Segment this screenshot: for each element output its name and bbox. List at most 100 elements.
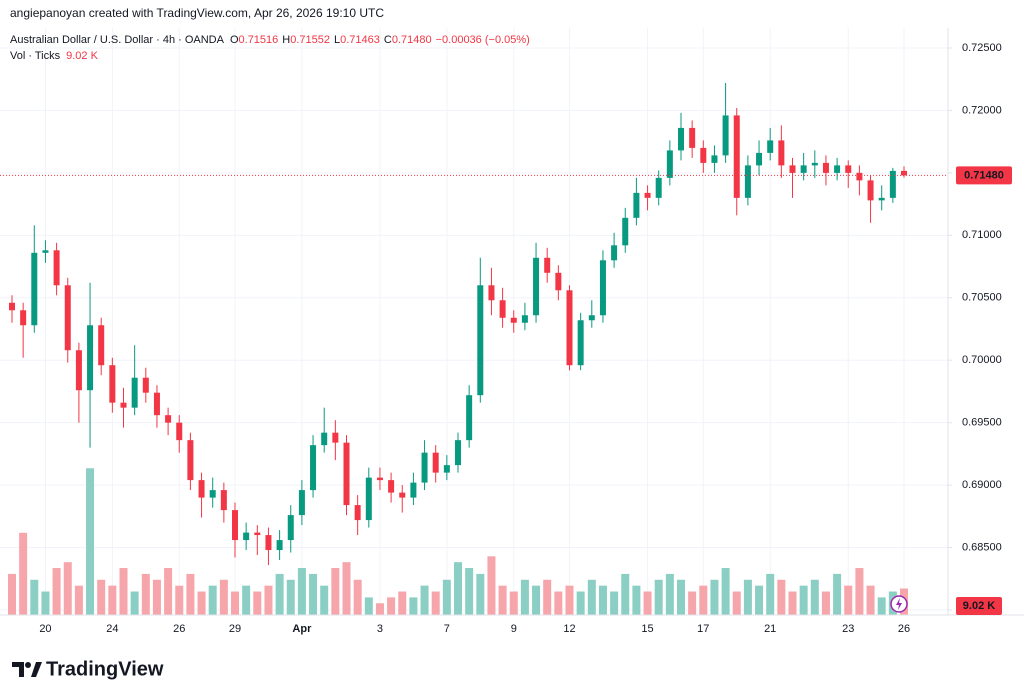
volume-bar [86,468,95,615]
attribution: angiepanoyan created with TradingView.co… [10,6,384,20]
candle-body [64,285,71,351]
candle-body [711,155,718,163]
candle-body [744,165,751,198]
candle-body [689,127,696,148]
x-tick-label: 26 [898,623,910,635]
candle-body [232,510,238,541]
candle-body [655,177,662,198]
volume-bar [866,585,875,615]
volume-bar [130,591,139,615]
legend-row: Australian Dollar / U.S. Dollar · 4h · O… [10,34,530,46]
volume-bar [643,591,652,615]
volume-bar [498,585,507,615]
volume-bar [554,591,563,615]
candle-body [142,377,149,393]
volume-bar [565,585,574,615]
volume-bar [855,568,864,615]
candle-body [466,395,473,441]
y-tick-label: 0.69000 [962,479,1002,491]
legend-key: L [334,34,340,46]
volume-bar [231,591,239,615]
volume-bar [799,585,808,615]
candle-body [198,480,205,498]
x-tick-label: 24 [106,623,118,635]
volume-bar [74,585,83,615]
legend-symbol: Australian Dollar / U.S. Dollar · 4h · O… [10,34,225,46]
candle-body [666,150,673,178]
volume-bar [364,597,373,615]
volume-bar [141,573,150,615]
x-tick-label: 17 [697,623,709,635]
volume-bar [342,562,351,615]
candle-body [209,490,216,498]
y-tick-label: 0.70500 [962,292,1002,304]
x-tick-label: 23 [842,623,854,635]
volume-bar [732,591,741,615]
volume-bar [387,597,396,615]
candle-body [9,302,15,311]
volume-bar [665,573,674,615]
volume-bar [320,585,329,615]
volume-bar [621,573,630,615]
candle-body [109,365,116,403]
volume-bar [409,597,418,615]
candle-body [365,477,372,521]
volume-bar [164,568,173,615]
volume-bar [543,579,552,615]
volume-bar [877,597,886,615]
candle-body [176,422,183,441]
volume-bar [465,568,474,615]
candle-body [20,310,27,326]
volume-bar [253,591,262,615]
candle-body [544,257,551,273]
lightning-icon [890,595,908,613]
candle-body [276,540,283,551]
candle-body [432,452,439,473]
candle-body [834,165,841,173]
candle-body [477,285,484,396]
volume-bar [398,591,407,615]
candle-body [678,127,684,151]
legend-key: H [282,34,290,46]
candle-body [722,115,729,156]
volume-bar [175,585,184,615]
candle-body [856,172,863,181]
volume-bar [375,603,384,615]
x-tick-label: Apr [292,623,312,635]
candle-body [75,350,82,391]
candle-body [499,300,506,318]
candle-body [644,192,651,198]
last-price-badge [956,166,1012,185]
volume-bar [532,585,541,615]
candle-body [131,377,138,408]
candle-body [889,170,896,198]
volume-bar [677,579,685,615]
volume-title: Vol · Ticks [10,50,61,62]
candle-body [153,392,160,416]
candle-body [822,162,829,173]
volume-bar [52,568,61,615]
volume-bar [688,591,697,615]
candle-body [254,532,261,536]
last-price-label: 0.71480 [964,169,1004,181]
volume-bar [487,556,496,615]
candle-body [611,245,618,261]
candle-body [633,192,640,218]
volume-badge [956,597,1002,615]
volume-bar [309,573,318,615]
y-tick-label: 0.69500 [962,417,1002,429]
candle-body [622,217,629,246]
candle-body [756,152,763,166]
candle-body [98,325,105,366]
volume-bar [242,585,251,615]
candle-body [42,250,49,253]
candle-body [867,180,874,201]
candle-body [800,165,807,173]
volume-bar [297,568,306,615]
volume-bar [275,573,284,615]
volume-bar [821,591,830,615]
candle-body [354,505,361,521]
volume-bar [197,591,206,615]
volume-bar [420,585,429,615]
